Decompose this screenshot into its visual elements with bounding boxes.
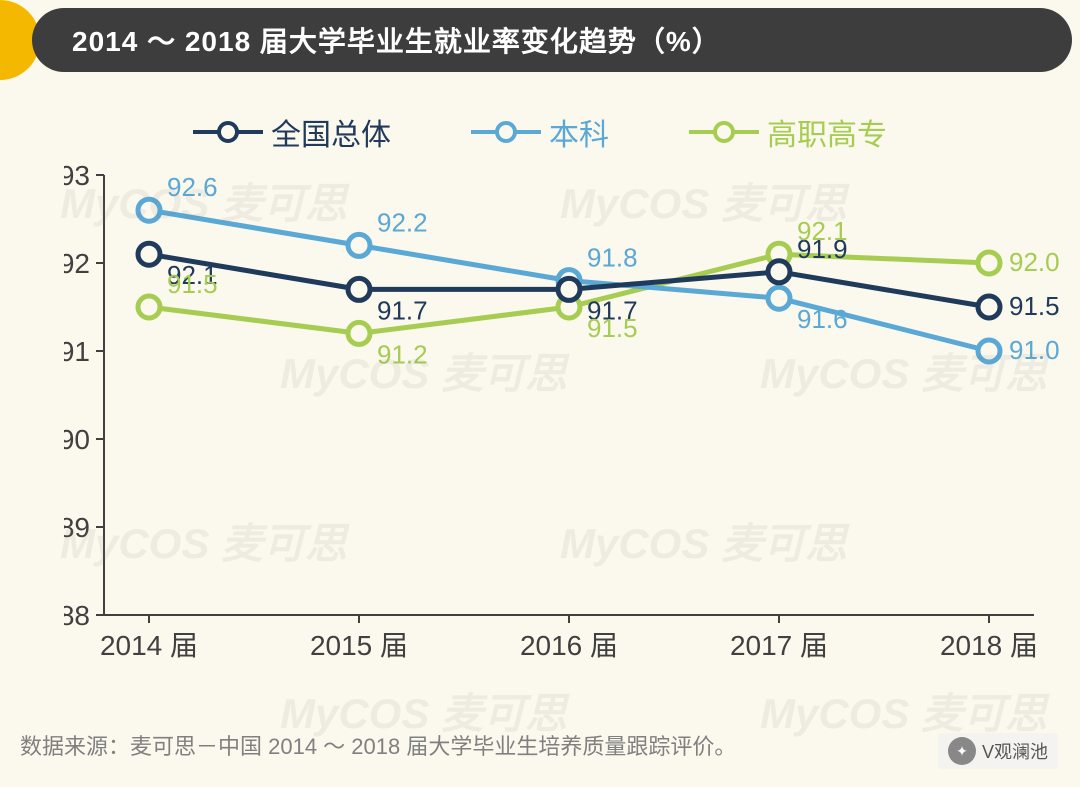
svg-text:91.5: 91.5 [587, 313, 638, 343]
legend-item: 本科 [471, 110, 609, 154]
svg-text:2017 届: 2017 届 [730, 630, 828, 661]
title-bar: 2014 ～ 2018 届大学毕业生就业率变化趋势（%） [0, 8, 1072, 72]
legend-label: 高职高专 [767, 110, 887, 154]
svg-text:92.6: 92.6 [167, 172, 218, 202]
chart-title: 2014 ～ 2018 届大学毕业生就业率变化趋势（%） [72, 20, 721, 60]
legend-label: 全国总体 [271, 110, 391, 154]
legend-item: 全国总体 [193, 110, 391, 154]
svg-text:91.0: 91.0 [1009, 335, 1060, 365]
svg-text:90: 90 [64, 424, 90, 455]
svg-text:2018 届: 2018 届 [940, 630, 1038, 661]
svg-text:2014 届: 2014 届 [100, 630, 198, 661]
svg-text:2015 届: 2015 届 [310, 630, 408, 661]
legend-item: 高职高专 [689, 110, 887, 154]
svg-text:92.0: 92.0 [1009, 247, 1060, 277]
line-chart-svg: 88 89 90 91 92 93 2014 届 2015 届 2016 届 2017 届 2018… [64, 165, 1060, 665]
svg-text:2016 届: 2016 届 [520, 630, 618, 661]
svg-text:92.1: 92.1 [797, 216, 848, 246]
title-pill: 2014 ～ 2018 届大学毕业生就业率变化趋势（%） [32, 8, 1072, 72]
legend-marker [471, 120, 541, 144]
svg-text:89: 89 [64, 512, 90, 543]
svg-text:88: 88 [64, 600, 90, 631]
svg-text:91: 91 [64, 336, 90, 367]
legend-marker [193, 120, 263, 144]
legend-marker [689, 120, 759, 144]
svg-text:91.6: 91.6 [797, 304, 848, 334]
svg-text:91.8: 91.8 [587, 243, 638, 273]
svg-text:92.2: 92.2 [377, 207, 428, 237]
share-label: V观澜池 [982, 738, 1048, 764]
svg-text:91.5: 91.5 [1009, 291, 1060, 321]
svg-text:91.2: 91.2 [377, 339, 428, 369]
svg-text:91.5: 91.5 [167, 269, 218, 299]
footer-source: 数据来源：麦可思－中国 2014 ～ 2018 届大学毕业生培养质量跟踪评价。 [20, 729, 1060, 761]
legend: 全国总体 本科 高职高专 [0, 110, 1080, 154]
chart-area: 88 89 90 91 92 93 2014 届 2015 届 2016 届 2017 届 2018… [64, 165, 1060, 665]
svg-text:93: 93 [64, 165, 90, 191]
share-badge: ✦ V观澜池 [938, 733, 1058, 769]
svg-text:92: 92 [64, 248, 90, 279]
legend-label: 本科 [549, 110, 609, 154]
svg-text:91.7: 91.7 [377, 295, 428, 325]
share-icon: ✦ [948, 737, 976, 765]
